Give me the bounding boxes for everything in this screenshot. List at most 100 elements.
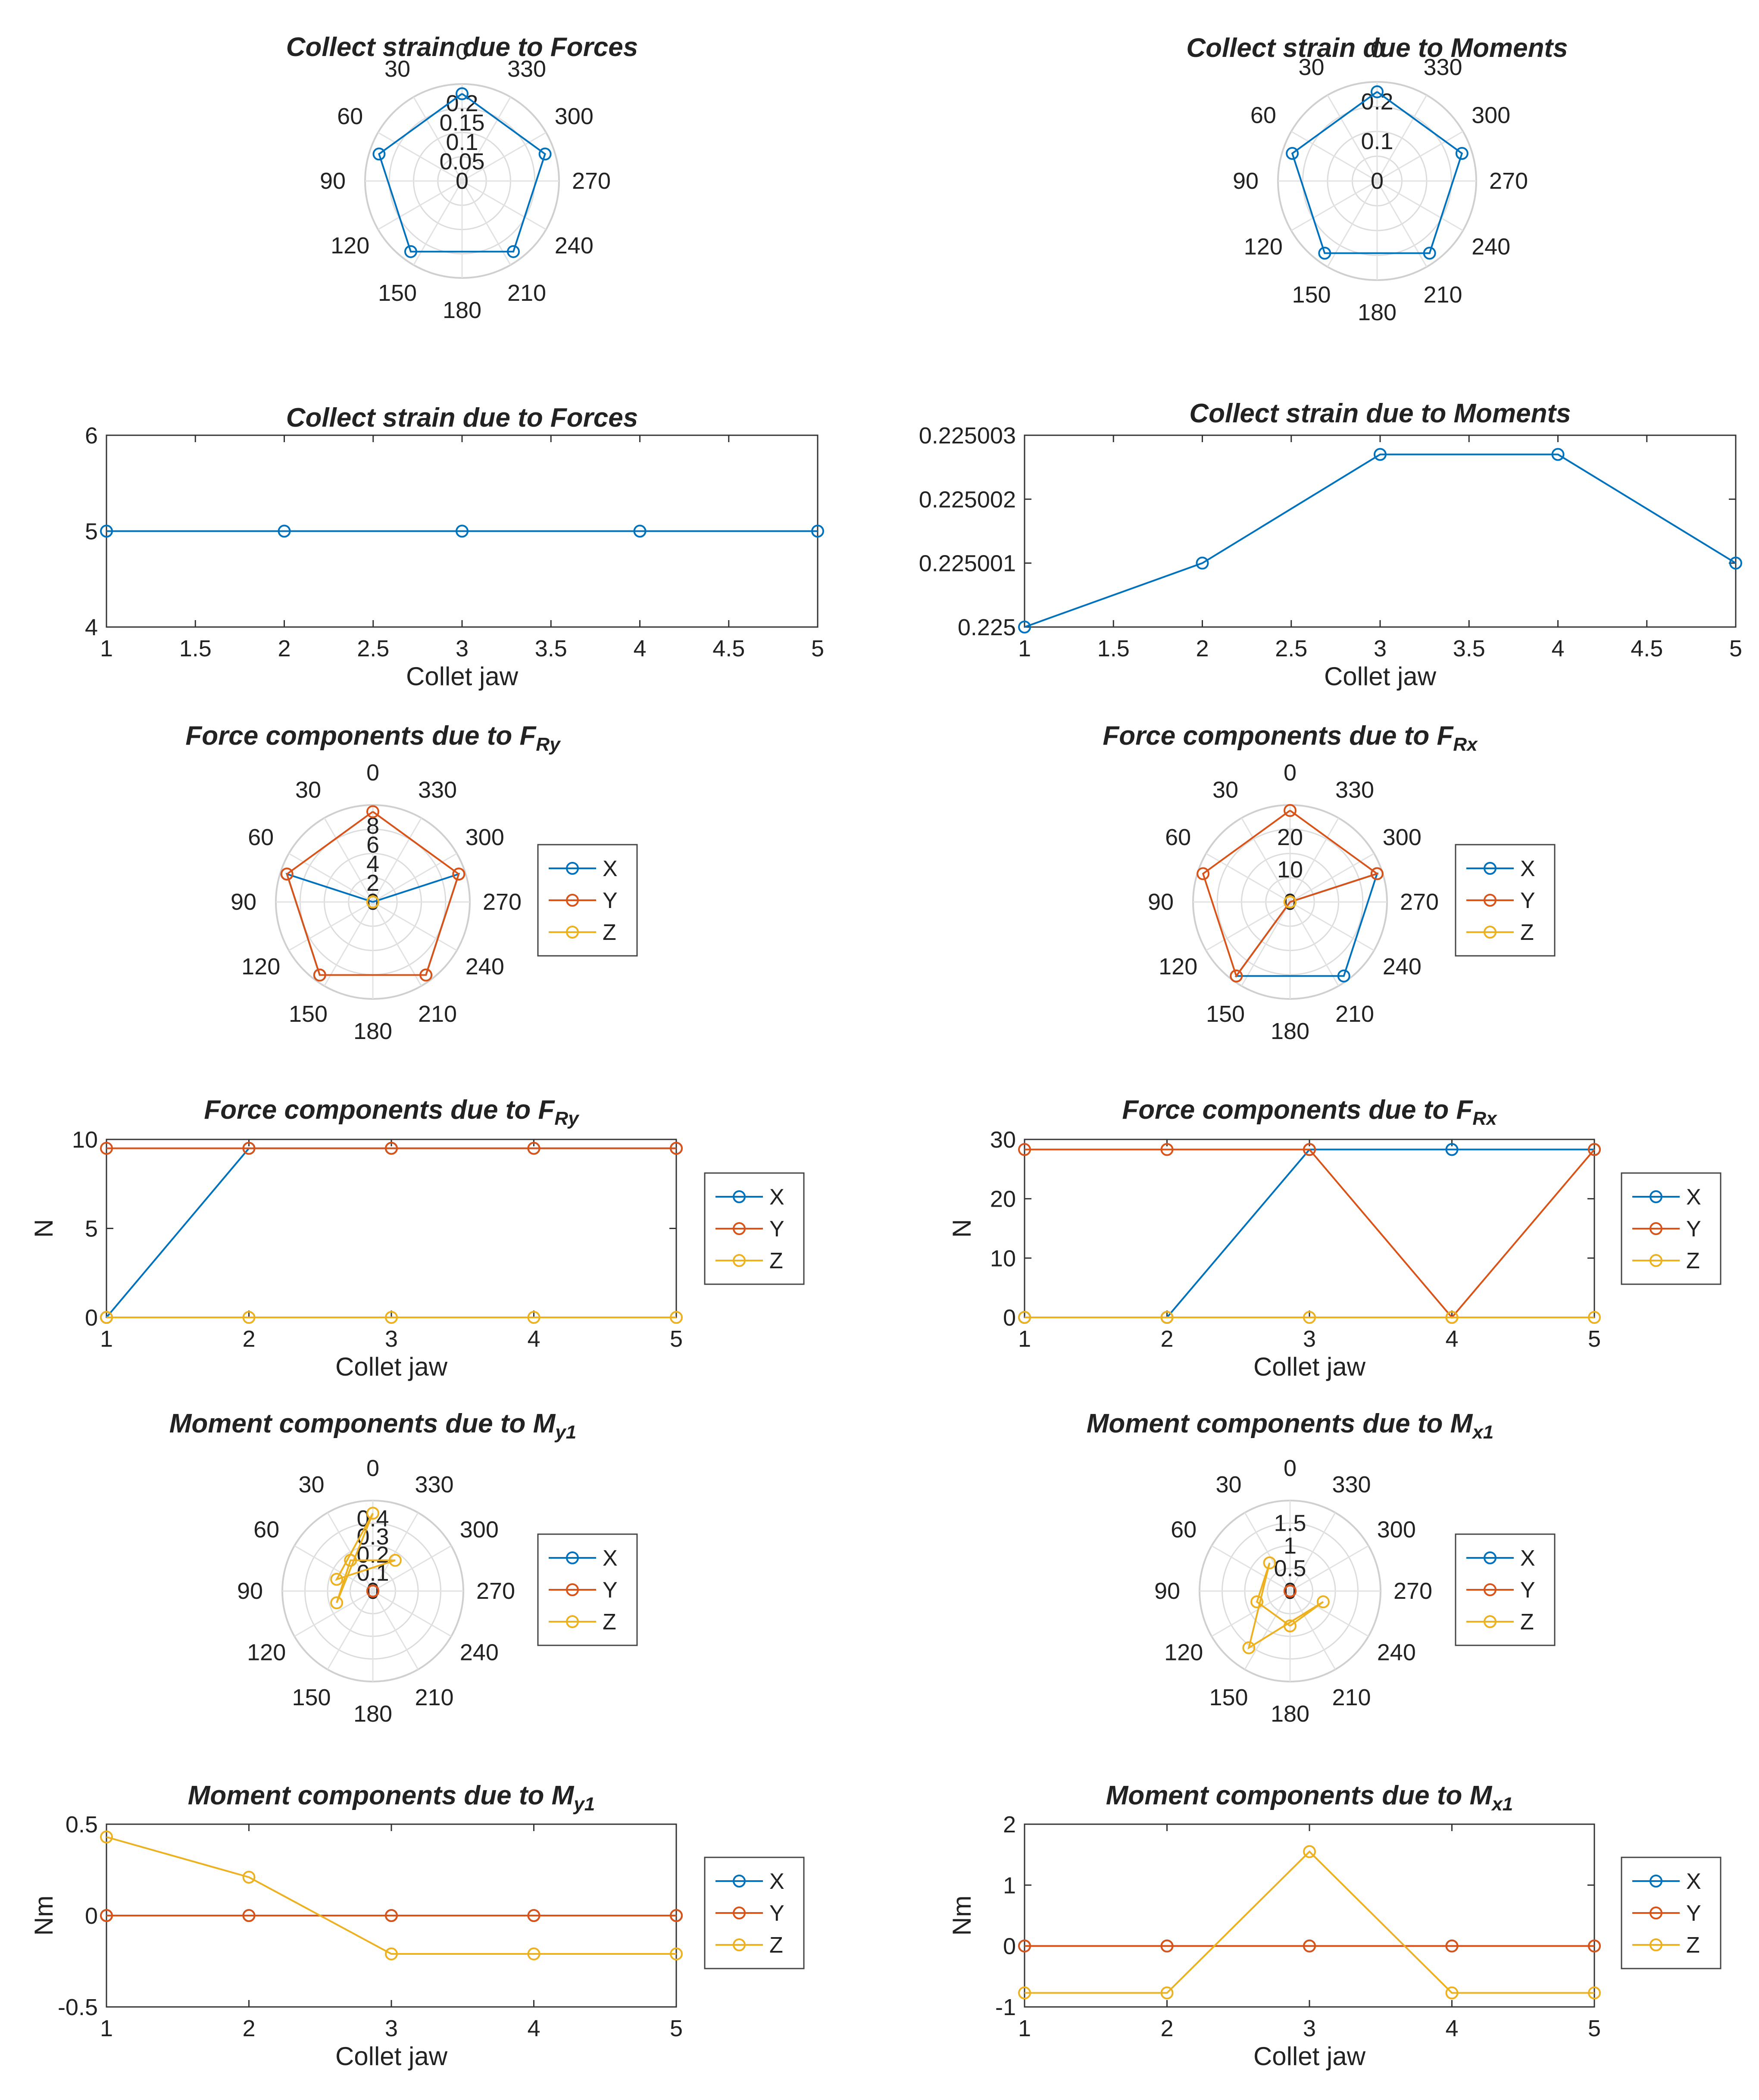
polar-spoke — [372, 818, 422, 902]
theta-tick-label: 270 — [1393, 1578, 1432, 1604]
data-point-z — [1316, 1595, 1330, 1608]
series-line-y — [1202, 810, 1379, 978]
theta-tick-label: 120 — [247, 1640, 286, 1666]
legend-label-x: X — [603, 856, 618, 881]
data-point-z — [1445, 1311, 1459, 1324]
chart-title-subscript: y1 — [573, 1794, 595, 1815]
plot-area — [1024, 1139, 1595, 1318]
series-line-y — [1025, 1148, 1595, 1319]
plot-area — [1024, 434, 1737, 628]
chart-title-main: Moment components due to M — [188, 1781, 575, 1810]
theta-tick-label: 210 — [1423, 282, 1462, 308]
legend-marker-z — [1650, 1254, 1662, 1267]
x-tick-label: 5 — [811, 636, 824, 662]
y-tick-label: 6 — [85, 423, 98, 449]
chart-title: Force components due to FRx — [1103, 721, 1478, 755]
polar-spoke — [288, 853, 373, 903]
data-point-y — [366, 1585, 379, 1598]
y-tick-label: 0.225002 — [919, 487, 1016, 512]
data-point-z — [1588, 1986, 1601, 2000]
x-tick-label: 2 — [1160, 2016, 1173, 2041]
y-tick-label: 0 — [1003, 1305, 1016, 1331]
x-tick-label: 3 — [1303, 1326, 1316, 1352]
theta-tick-label: 120 — [1164, 1640, 1203, 1666]
data-point-y — [1284, 1585, 1297, 1598]
theta-tick-label: 270 — [572, 168, 611, 194]
theta-tick-label: 210 — [507, 280, 546, 306]
theta-tick-label: 60 — [1165, 824, 1191, 850]
theta-tick-label: 270 — [483, 889, 522, 915]
legend-label-y: Y — [1686, 1217, 1701, 1242]
theta-tick-label: 300 — [1383, 824, 1422, 850]
polar-spoke — [1211, 1590, 1290, 1637]
polar-spoke — [1289, 818, 1339, 902]
y-tick-label: 10 — [990, 1245, 1016, 1271]
data-point-x — [507, 245, 520, 258]
series-line-z — [106, 1836, 676, 1955]
chart-title-main: Force components due to F — [1122, 1095, 1473, 1125]
x-tick-label: 3 — [385, 2016, 398, 2041]
x-tick-label: 2 — [1196, 636, 1209, 662]
x-tick-label: 2 — [242, 2016, 255, 2041]
y-tick-label: 30 — [990, 1127, 1016, 1153]
theta-tick-label: 0 — [366, 760, 379, 786]
chart-title-main: Collect strain due to Forces — [286, 32, 638, 62]
legend-marker-x — [566, 862, 579, 875]
polar-spoke — [372, 901, 457, 951]
data-point-y — [242, 1909, 256, 1922]
x-tick-label: 4.5 — [712, 636, 745, 662]
y-tick-label: 1 — [1003, 1872, 1016, 1898]
y-tick-label: 2 — [1003, 1812, 1016, 1838]
polar-spoke — [1206, 901, 1290, 951]
polar-chart-c9: Moment components due to My1 0 30 60 90 12015… — [169, 1409, 638, 1727]
x-tick-label: 2.5 — [357, 636, 389, 662]
theta-tick-label: 150 — [292, 1685, 331, 1710]
chart-title: Moment components due to Mx1 — [1087, 1409, 1493, 1443]
polar-spoke — [1377, 180, 1463, 231]
data-point-x — [1551, 448, 1565, 461]
chart-title: Collect strain due to Forces — [286, 32, 638, 62]
polar-spoke — [372, 1590, 452, 1637]
legend-marker-y — [566, 1583, 579, 1596]
polar-spoke — [1289, 902, 1339, 986]
x-axis-label: Collet jaw — [1324, 662, 1437, 691]
line-chart-c3: Collect strain due to Forces 1 1.5 2 2.5 3 3.5… — [85, 403, 824, 691]
theta-tick-label: 240 — [1377, 1640, 1416, 1666]
theta-tick-label: 330 — [1335, 777, 1374, 803]
y-tick-label: 0.225 — [958, 615, 1016, 640]
series-line-z — [1025, 1850, 1594, 1994]
data-point-z — [1160, 1986, 1174, 2000]
x-tick-label: 4 — [633, 636, 646, 662]
radial-tick-label: 0.3 — [356, 1524, 389, 1550]
radial-tick-label: 0.1 — [446, 129, 478, 155]
chart-title: Collect strain due to Forces — [286, 403, 638, 433]
theta-tick-label: 330 — [418, 777, 457, 803]
legend-marker-y — [1650, 1907, 1662, 1919]
theta-tick-label: 30 — [1298, 54, 1324, 80]
theta-tick-label: 30 — [1215, 1472, 1241, 1498]
theta-tick-label: 180 — [1271, 1018, 1309, 1044]
data-point-y — [670, 1909, 683, 1922]
data-point-z — [330, 1596, 344, 1610]
x-tick-label: 5 — [670, 2016, 683, 2041]
x-axis-label: Collet jaw — [335, 1352, 448, 1381]
chart-title: Collect strain due to Moments — [1189, 399, 1571, 428]
data-point-z — [344, 1554, 357, 1567]
plot-area — [106, 1139, 677, 1318]
x-axis-label: Collet jaw — [335, 2042, 448, 2071]
polar-spoke — [1290, 1545, 1369, 1592]
data-point-x — [1337, 969, 1350, 983]
radial-tick-label: 4 — [366, 851, 379, 877]
polar-spoke — [1377, 131, 1463, 182]
data-point-x — [811, 524, 824, 538]
data-point-z — [1588, 1311, 1601, 1324]
theta-tick-label: 150 — [1206, 1001, 1245, 1027]
polar-spoke — [378, 132, 462, 182]
polar-spoke — [1211, 1545, 1290, 1592]
x-tick-label: 3.5 — [535, 636, 567, 662]
theta-tick-label: 90 — [320, 168, 346, 194]
theta-tick-label: 210 — [1335, 1001, 1374, 1027]
legend-marker-z — [733, 1938, 746, 1951]
data-point-z — [670, 1947, 683, 1961]
data-point-z — [330, 1573, 344, 1586]
